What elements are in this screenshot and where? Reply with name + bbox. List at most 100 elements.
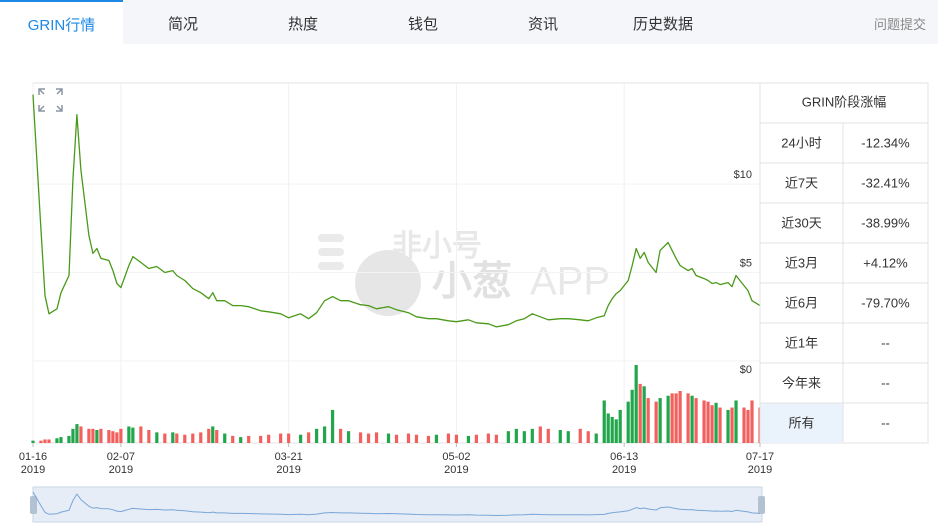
volume-bar <box>466 435 471 443</box>
tab[interactable]: 资讯 <box>527 16 558 33</box>
period-label: 近3月 <box>785 255 818 270</box>
volume-bar <box>287 433 291 443</box>
volume-bar <box>39 440 43 443</box>
x-tick-year: 2019 <box>444 464 468 476</box>
volume-bar <box>714 402 718 443</box>
volume-bar <box>338 428 343 443</box>
period-change: -12.34% <box>861 135 910 150</box>
x-tick-year: 2019 <box>109 464 133 476</box>
volume-bar <box>207 428 211 443</box>
x-tick-label: 02-07 <box>107 451 135 463</box>
period-change: -38.99% <box>861 215 910 230</box>
volume-bar <box>223 433 227 443</box>
period-label: 24小时 <box>781 135 821 150</box>
period-label: 所有 <box>788 415 814 430</box>
period-label: 近7天 <box>785 175 818 190</box>
expand-icon[interactable] <box>38 88 63 112</box>
volume-bar <box>694 398 698 443</box>
volume-bar <box>558 430 562 443</box>
tab[interactable]: 钱包 <box>407 16 438 33</box>
x-tick-year: 2019 <box>748 464 772 476</box>
volume-bar <box>386 433 391 443</box>
volume-bar <box>259 435 263 443</box>
volume-bar <box>91 428 95 443</box>
volume-bar <box>606 413 610 443</box>
watermark-brand: 非小号 <box>392 230 482 263</box>
volume-bar <box>726 409 730 443</box>
volume-bar <box>454 434 459 443</box>
tab-bar: GRIN行情 简况 热度 钱包 资讯 历史数据 问题提交 <box>0 0 938 44</box>
volume-bar <box>95 430 99 443</box>
tab[interactable]: 问题提交 <box>873 17 926 32</box>
volume-bar <box>566 431 570 443</box>
navigator-handle[interactable] <box>758 496 765 514</box>
navigator[interactable] <box>32 486 763 523</box>
icon-stroke <box>38 105 45 112</box>
navigator-line <box>32 491 761 516</box>
tab[interactable]: 历史数据 <box>632 16 693 33</box>
volume-bar <box>59 437 63 443</box>
tab[interactable]: GRIN行情 <box>0 0 123 44</box>
volume-bar <box>446 433 451 443</box>
volume-bar <box>530 428 534 443</box>
volume-bar <box>215 430 219 443</box>
volume-bar <box>674 393 678 443</box>
volume-bar <box>546 428 550 443</box>
volume-bar <box>506 431 510 443</box>
volume-bar <box>175 433 179 443</box>
volume-bar <box>171 432 175 443</box>
row-highlight <box>760 403 843 443</box>
volume-bar <box>610 417 614 443</box>
navigator-handle[interactable] <box>30 496 37 514</box>
volume-bar <box>634 365 638 443</box>
volume-bar <box>322 426 327 443</box>
y-tick-label: $10 <box>734 169 752 181</box>
volume-bar <box>127 426 131 443</box>
period-change: -- <box>881 335 890 350</box>
volume-bar <box>406 433 411 443</box>
watermark-suffix: APP <box>530 260 610 304</box>
volume-bar <box>115 432 119 443</box>
volume-bar <box>330 409 335 443</box>
period-label: 近6月 <box>785 295 818 310</box>
volume-bar <box>183 434 187 443</box>
volume-bar <box>55 438 59 443</box>
volume-bar <box>191 433 195 443</box>
volume-bar <box>31 440 35 443</box>
volume-bar <box>111 431 115 443</box>
volume-bar <box>638 383 642 443</box>
volume-bar <box>131 427 135 443</box>
x-tick-year: 2019 <box>276 464 300 476</box>
period-change: -- <box>881 415 890 430</box>
watermark-shape <box>318 234 344 242</box>
price-line <box>32 94 761 328</box>
volume-bar <box>670 393 674 443</box>
period-label: 近1年 <box>785 335 818 350</box>
volume-bar <box>67 435 71 443</box>
watermark-app: 小葱 <box>432 260 512 304</box>
volume-bar <box>666 395 670 443</box>
volume-bar <box>279 433 283 443</box>
volume-bar <box>586 431 590 443</box>
volume-bar <box>750 400 754 443</box>
volume-bar <box>75 424 79 443</box>
tab[interactable]: 简况 <box>167 16 198 33</box>
volume-bar <box>522 431 526 443</box>
volume-bar <box>79 426 83 443</box>
volume-bar <box>718 407 722 443</box>
volume-bar <box>706 401 710 443</box>
volume-bar <box>614 419 618 443</box>
volume-bar <box>730 407 734 443</box>
x-tick-label: 01-16 <box>19 451 47 463</box>
watermark-shape <box>318 248 344 256</box>
volume-bar <box>163 433 167 443</box>
volume-bar <box>686 393 690 443</box>
table-title: GRIN阶段涨幅 <box>802 94 887 109</box>
volume-bar <box>155 432 159 443</box>
period-change: +4.12% <box>863 255 908 270</box>
volume-bar <box>618 409 622 443</box>
x-tick-year: 2019 <box>21 464 45 476</box>
tab[interactable]: 热度 <box>287 16 318 33</box>
